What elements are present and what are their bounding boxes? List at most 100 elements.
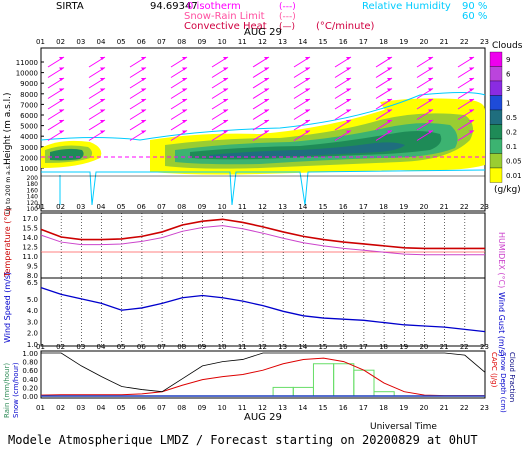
hour-tick-label: 05	[117, 203, 126, 211]
wind-arrow-head	[100, 109, 105, 113]
hour-tick-label: 20	[419, 203, 428, 211]
wind-arrow-head	[100, 78, 105, 81]
wind-arrow-head	[182, 57, 187, 60]
precip-ytick-label: 0.60	[22, 367, 38, 375]
hour-tick-label: 12	[258, 38, 267, 46]
hour-tick-label: 12	[258, 404, 267, 412]
temperature-series	[40, 213, 486, 278]
hour-tick-label: 11	[238, 404, 247, 412]
height-ytick-label: 8000	[20, 91, 38, 99]
cloud-fraction-ylabel: Cloud Fraction	[508, 352, 516, 402]
cloud-legend-level: 0.01	[506, 172, 522, 180]
height-ytick-label: 11000	[16, 59, 38, 67]
hour-axis-top: 01 02 03 04 05 06 07 08 09 10 11 12 13 14 15 16 17 18 19 20…	[36, 38, 489, 46]
temperature-ytick-label: 17.0	[22, 215, 38, 223]
wind-arrow-head	[428, 88, 433, 92]
temperature-ytick-label: 15.5	[22, 225, 38, 233]
wind-arrow-head	[346, 109, 351, 113]
wind-arrow-head	[305, 120, 310, 123]
cloud-legend-swatch	[489, 66, 503, 82]
hour-tick-label: 22	[460, 404, 469, 412]
wind-ytick-label: 2.0	[27, 330, 38, 338]
hour-tick-label: 11	[238, 38, 247, 46]
precip-ytick-label: 0.20	[22, 384, 38, 392]
hour-tick-label: 03	[76, 343, 85, 351]
hour-tick-label: 07	[157, 38, 166, 46]
wind-arrow-head	[305, 57, 310, 60]
hour-tick-label: 10	[218, 343, 227, 351]
wind-arrow-head	[305, 109, 310, 113]
wind-arrow-head	[428, 57, 433, 60]
height-ytick-label-low: 100	[27, 206, 39, 213]
hour-tick-label: 04	[97, 404, 106, 412]
precip-ytick-label: 0.00	[22, 393, 38, 401]
hour-tick-label: 22	[460, 343, 469, 351]
wind-arrow-head	[223, 78, 228, 81]
hour-tick-label: 13	[278, 343, 287, 351]
rh-90: 90 %	[462, 1, 487, 12]
hour-tick-label: 01	[36, 38, 45, 46]
hour-tick-label: 14	[298, 343, 307, 351]
model-footer: Modele Atmospherique LMDZ / Forecast sta…	[8, 433, 478, 447]
wind-arrow-head	[141, 130, 146, 134]
wind-arrow-head	[264, 120, 269, 123]
wind-arrow-head	[141, 99, 146, 102]
capc-line	[40, 357, 485, 397]
hour-tick-label: 05	[117, 343, 126, 351]
temperature-ytick-label: 8.0	[27, 272, 38, 280]
wind-arrow-head	[387, 120, 392, 123]
cloud-legend-level: 6	[506, 71, 511, 79]
wind-arrow-head	[305, 130, 310, 134]
hour-tick-label: 19	[399, 38, 408, 46]
hour-tick-label: 16	[339, 343, 348, 351]
hour-tick-label: 04	[97, 38, 106, 46]
cloud-legend-level: 0.2	[506, 129, 517, 137]
wind-arrow-head	[264, 78, 269, 81]
wind-arrow-head	[141, 109, 146, 113]
hour-tick-label: 04	[97, 203, 106, 211]
hour-tick-label: 08	[177, 404, 186, 412]
wind-yticks: 6.5 5.0 4.0 3.0 2.0 1.0	[27, 279, 38, 349]
hour-tick-label: 17	[359, 203, 368, 211]
height-ytick-label: 4000	[20, 133, 38, 141]
hour-tick-label: 07	[157, 343, 166, 351]
wind-arrow-head	[469, 88, 474, 92]
cloud-legend: Clouds (g/kg) 9 6 3 1 0.5 0.2 0.1 0.05 0.01	[489, 41, 523, 195]
wind-arrow-head	[141, 78, 146, 81]
wind-arrow-head	[223, 130, 228, 134]
hour-tick-label: 13	[278, 404, 287, 412]
wind-arrow-head	[100, 57, 105, 60]
hour-tick-label: 01	[36, 343, 45, 351]
wind-arrow-head	[182, 99, 187, 102]
wind-ytick-label: 5.0	[27, 296, 38, 304]
hour-tick-label: 06	[137, 38, 146, 46]
hour-tick-label: 12	[258, 343, 267, 351]
wind-series	[40, 278, 486, 346]
cloud-legend-level: 9	[506, 56, 510, 64]
hour-tick-label: 06	[137, 203, 146, 211]
date-label-bottom: AUG 29	[244, 412, 282, 423]
wind-arrow-head	[346, 67, 351, 71]
height-ytick-label: 6000	[20, 112, 38, 120]
wind-arrow-head	[100, 120, 105, 123]
hour-tick-label: 21	[440, 38, 449, 46]
hour-tick-label: 08	[177, 343, 186, 351]
wind-arrow-head	[223, 109, 228, 113]
wind-ytick-label: 6.5	[27, 279, 38, 287]
cloud-legend-swatch	[489, 124, 503, 140]
hour-tick-label: 07	[157, 203, 166, 211]
wind-arrow-head	[59, 130, 64, 134]
height-ytick-label-low: 180	[27, 181, 39, 188]
hour-tick-label: 23	[480, 38, 489, 46]
hour-tick-label: 18	[379, 343, 388, 351]
height-ytick-label: 5000	[20, 123, 38, 131]
height-ytick-label: 7000	[20, 101, 38, 109]
hour-tick-label: 02	[56, 38, 65, 46]
wind-arrow-head	[305, 78, 310, 81]
wind-arrow-head	[469, 78, 474, 81]
wind-arrow-head	[469, 120, 474, 123]
wind-arrow-head	[100, 99, 105, 102]
site-label: SIRTA	[56, 1, 84, 12]
cloud-legend-unit: (g/kg)	[494, 185, 521, 195]
height-ytick-label: 2000	[20, 154, 38, 162]
